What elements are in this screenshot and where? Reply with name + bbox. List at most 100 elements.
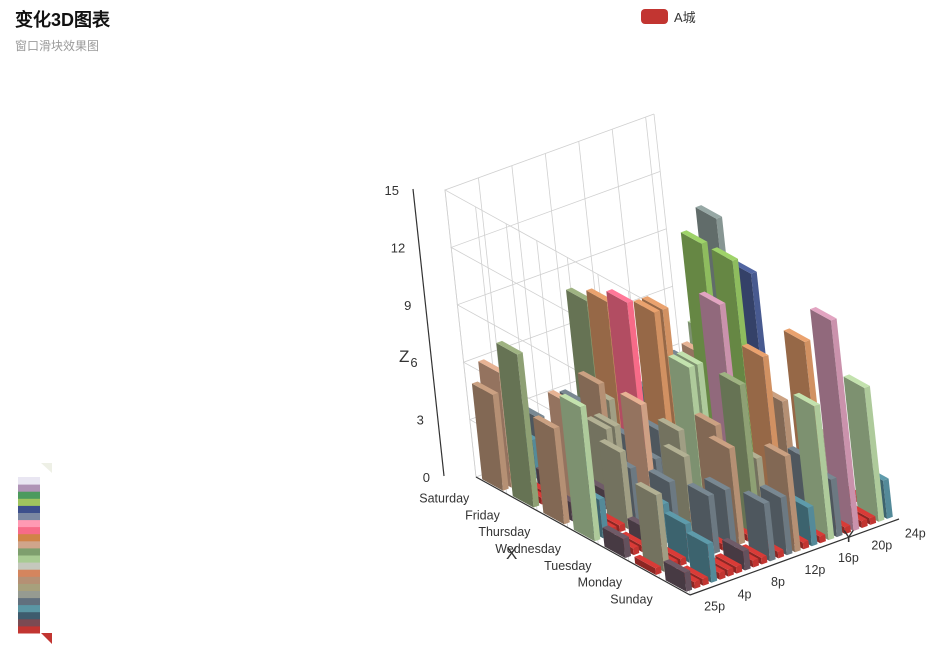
y-tick-label: 16p (838, 551, 859, 565)
bar-face (780, 495, 793, 556)
bar-face (844, 525, 851, 535)
bars-layer (471, 205, 893, 592)
bar-face (602, 525, 629, 539)
z-tick-label: 0 (423, 470, 430, 485)
bar-face (752, 558, 759, 568)
x-tick-label: Sunday (610, 593, 653, 607)
bar (496, 340, 540, 508)
visual-map-swatch (18, 512, 40, 521)
bar-face (793, 394, 829, 541)
bar (471, 381, 509, 491)
x-tick-label: Tuesday (544, 559, 592, 573)
bar (722, 537, 751, 571)
visual-map-slider[interactable] (16, 463, 56, 648)
visual-map-swatch (18, 547, 40, 556)
bar-face (830, 318, 860, 531)
visual-map-swatch (18, 540, 40, 549)
z-tick-label: 3 (417, 413, 424, 428)
bar-face (663, 443, 690, 458)
legend-label: A城 (674, 10, 696, 25)
bar-face (559, 393, 586, 408)
bar (743, 490, 776, 562)
bar-face (698, 291, 726, 306)
bar-face (676, 351, 703, 365)
bar-face (695, 205, 722, 219)
bar-face (632, 546, 640, 556)
bar-face (843, 374, 870, 388)
bar-face (593, 413, 621, 427)
bar-face (810, 307, 837, 321)
bar-face (742, 549, 751, 571)
visual-map-top-handle[interactable] (41, 463, 52, 473)
z-axis-line (412, 188, 445, 477)
legend-item[interactable]: A城 (641, 7, 696, 26)
bar (634, 554, 662, 575)
bar-face (743, 492, 770, 562)
bar-face (620, 391, 647, 406)
bar (559, 393, 601, 542)
bar-face (686, 530, 714, 545)
visual-map-swatch (18, 526, 40, 535)
bar-face (819, 534, 826, 544)
visual-map-swatch (18, 590, 40, 599)
bar-face (634, 556, 656, 575)
visual-map-swatch (18, 569, 40, 577)
visual-map-swatch (18, 604, 40, 613)
visual-map-swatch (18, 519, 40, 528)
bar-face (724, 488, 737, 548)
bar (663, 559, 693, 592)
bar-face (684, 570, 693, 592)
visual-map-swatch (18, 625, 40, 634)
bar-face (722, 539, 745, 571)
bar-face (729, 446, 746, 545)
y-tick-label: 25p (704, 599, 725, 613)
bar-face (635, 483, 665, 572)
bar-face (492, 392, 509, 491)
bar-face (533, 415, 560, 429)
visual-map-swatch (18, 498, 40, 506)
legend-swatch (641, 9, 668, 24)
x-tick-label: Friday (465, 508, 500, 522)
z-tick-label: 15 (385, 183, 399, 198)
bar-face (687, 482, 714, 497)
bar-face (657, 417, 685, 432)
x-axis-name: X (506, 544, 517, 563)
y-tick-label: 20p (871, 539, 892, 553)
bar-face (708, 435, 735, 449)
visual-map-swatch (18, 505, 40, 513)
bar (599, 439, 634, 530)
bar (533, 415, 570, 525)
bar-face (586, 288, 613, 302)
bar-face (681, 565, 709, 579)
y-axis-line (689, 518, 900, 596)
bar-face (655, 566, 662, 575)
bar-face (810, 309, 854, 531)
bar-face (633, 299, 660, 313)
y-tick-label: 24p (905, 527, 926, 541)
bar-face (735, 564, 743, 574)
visual-map-swatch (18, 618, 40, 627)
bar-face (619, 523, 626, 533)
bar-face (715, 553, 742, 567)
bar-face (718, 371, 746, 386)
visual-map-bottom-handle[interactable] (41, 633, 52, 644)
bar-face (517, 352, 540, 508)
bar-face (740, 544, 767, 558)
bar-face (830, 477, 843, 538)
visual-map-swatch (18, 533, 40, 542)
bar-face (707, 542, 718, 583)
visual-map-swatch (18, 611, 40, 620)
bar-face (606, 289, 633, 303)
bar (843, 374, 885, 522)
y-tick-label: 12p (805, 563, 826, 577)
bar-face (566, 287, 593, 302)
bar-face (664, 511, 691, 525)
z-tick-label: 9 (404, 298, 411, 313)
y-tick-label: 4p (738, 587, 752, 601)
bar-face (807, 505, 818, 547)
visual-map-swatch (18, 576, 40, 584)
bar-face (478, 359, 505, 373)
chart-subtitle: 窗口滑块效果图 (15, 39, 100, 53)
bar-face (663, 559, 691, 573)
bar-face (883, 478, 893, 519)
